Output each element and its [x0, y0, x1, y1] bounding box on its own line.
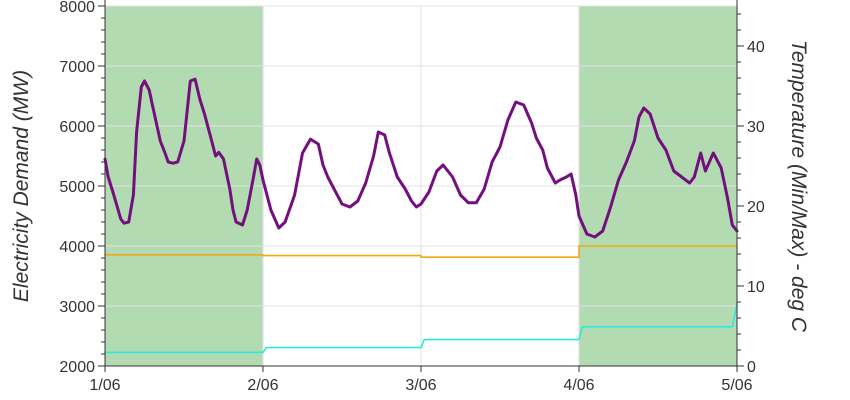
- y2-tick-label: 40: [747, 39, 765, 56]
- y-tick-label: 7000: [59, 59, 95, 76]
- x-tick-label: 3/06: [405, 377, 436, 394]
- y2-axis-title: Temperature (Min/Max) - deg C: [787, 40, 810, 333]
- y-tick-label: 5000: [59, 179, 95, 196]
- y-tick-label: 8000: [59, 0, 95, 16]
- y2-tick-label: 30: [747, 119, 765, 136]
- y2-tick-label: 0: [747, 359, 756, 376]
- series-line-2: [104, 302, 738, 354]
- y2-tick-label: 20: [747, 199, 765, 216]
- y-axis-title: Electricity Demand (MW): [10, 70, 33, 302]
- x-tick-label: 2/06: [247, 377, 278, 394]
- axes: [98, 0, 744, 372]
- series-line-1: [104, 245, 738, 259]
- x-tick-label: 1/06: [89, 377, 120, 394]
- x-tick-label: 4/06: [563, 377, 594, 394]
- tick-labels: 2000 3000 4000 5000 6000 7000 8000 0 10 20 30 40 1/0…: [59, 0, 764, 394]
- y-tick-label: 3000: [59, 299, 95, 316]
- y-tick-label: 2000: [59, 359, 95, 376]
- x-tick-label: 5/06: [721, 377, 752, 394]
- y-tick-label: 4000: [59, 239, 95, 256]
- series-lines: [103, 77, 739, 354]
- y2-tick-label: 10: [747, 279, 765, 296]
- series-line-0: [103, 77, 739, 239]
- y-tick-label: 6000: [59, 119, 95, 136]
